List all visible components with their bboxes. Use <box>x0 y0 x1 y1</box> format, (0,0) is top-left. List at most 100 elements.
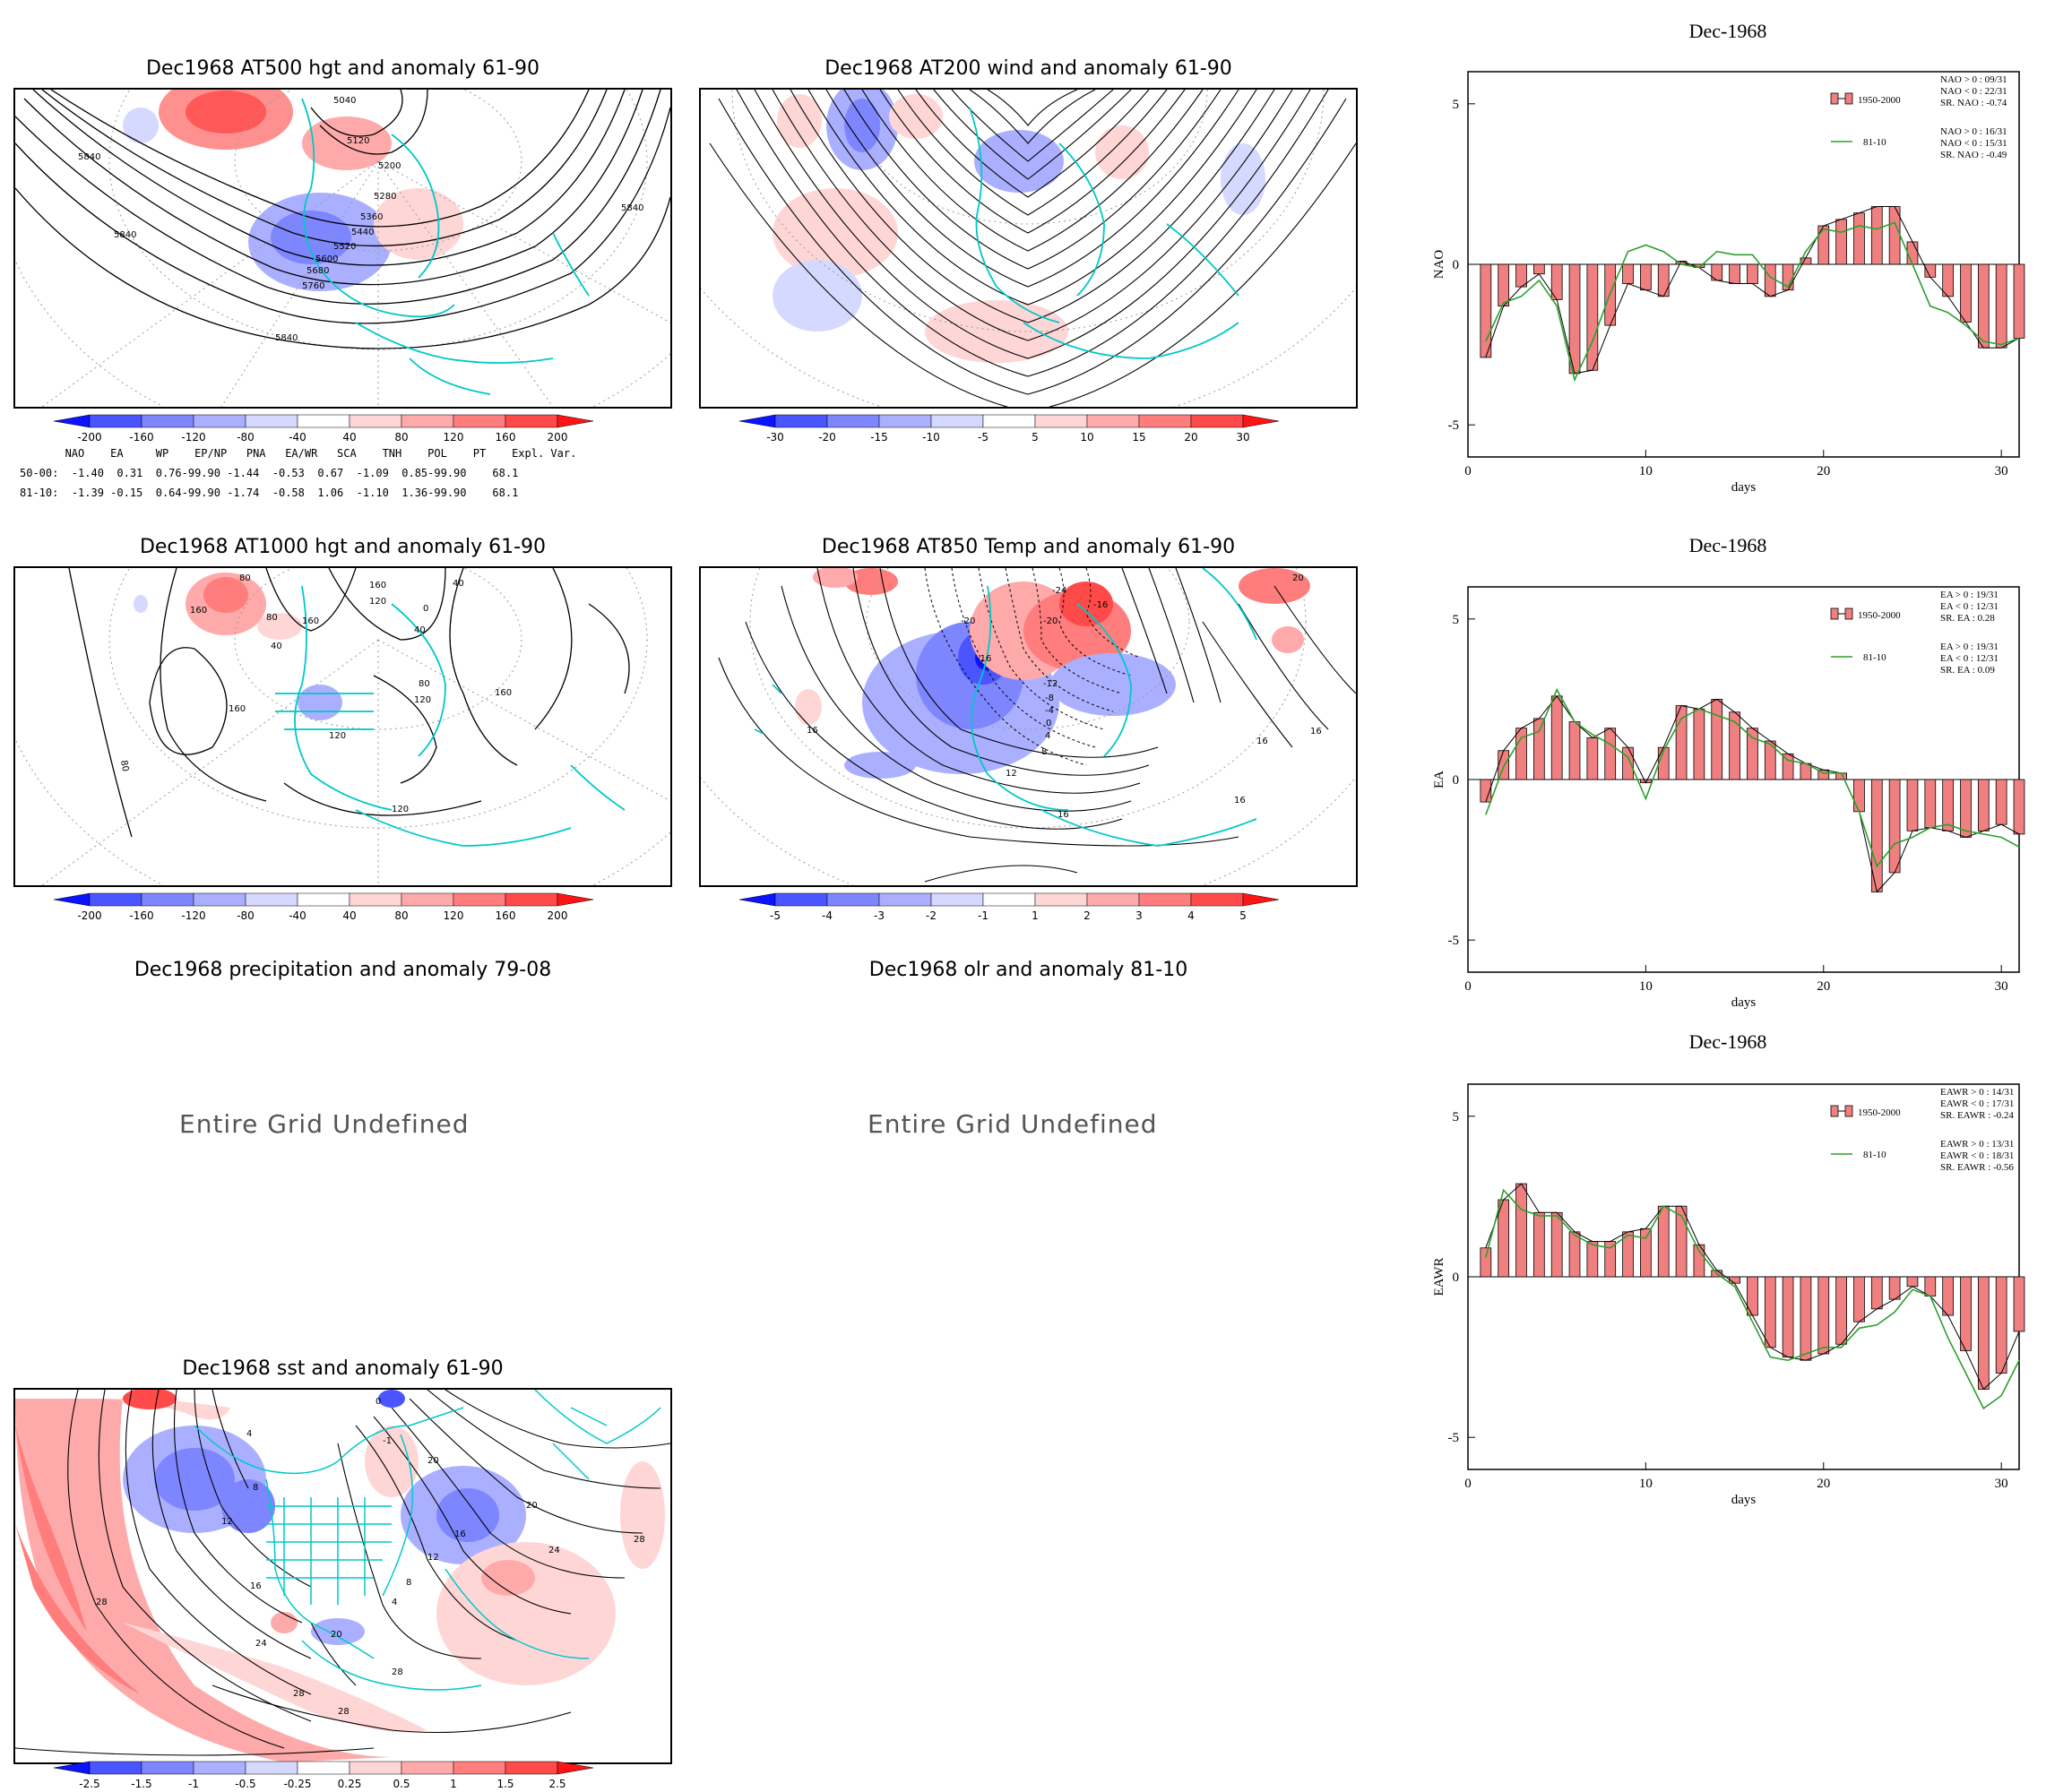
contour-label: -4 <box>1045 706 1054 716</box>
x-tick-label: 0 <box>1464 1477 1472 1491</box>
colorbar-tick-label: 80 <box>394 909 408 922</box>
contour-label: -8 <box>1045 694 1054 703</box>
colorbar-tick-label: -120 <box>181 909 205 922</box>
colorbar-tick-label: -0.25 <box>283 1778 311 1790</box>
colorbar-segment <box>505 1761 558 1775</box>
bar-1950-2000 <box>1533 1211 1545 1278</box>
legend-stat-1950-2000: NAO > 0 : 09/31 <box>1940 74 2007 85</box>
colorbar-segment <box>245 892 298 907</box>
legend-stat-81-10: SR. NAO : -0.49 <box>1940 150 2007 160</box>
chart-nao: 5 0 -5 0 10 20 30 days NAO 1950-2000 81-10 NAO > 0 … <box>1425 71 2052 495</box>
bar-1950-2000 <box>1906 779 1919 831</box>
colorbar-tick-label: -80 <box>237 909 255 922</box>
colorbar-tick-label: -40 <box>289 431 306 444</box>
panel-title-sst: Dec1968 sst and anomaly 61-90 <box>182 1357 504 1380</box>
contour-label: 40 <box>271 642 282 651</box>
bar-1950-2000 <box>1498 263 1510 306</box>
colorbar-tick-label: 0.25 <box>338 1778 362 1790</box>
contour-label: 160 <box>369 581 386 590</box>
colorbar-segment <box>245 414 298 428</box>
bar-1950-2000 <box>1960 263 1972 323</box>
colorbar-segment <box>826 414 880 428</box>
bar-1950-2000 <box>1586 1241 1599 1278</box>
contour-label: 5600 <box>315 254 338 264</box>
colorbar-tick-label: -5 <box>770 909 781 922</box>
legend-bar-swatch <box>1830 1105 1839 1117</box>
contour-label: 0 <box>423 604 428 614</box>
contour-label: -24 <box>1052 586 1066 596</box>
y-tick-label: 5 <box>1453 98 1460 112</box>
colorbar-tick-label: 120 <box>444 909 464 922</box>
colorbar-segment <box>141 1761 194 1775</box>
contour-label: 0 <box>376 1397 381 1407</box>
colorbar-tick-label: -160 <box>129 909 153 922</box>
legend-bar-swatch <box>1830 92 1839 105</box>
bar-1950-2000 <box>1995 1276 2007 1374</box>
colorbar-tick-label: -1.5 <box>131 1778 151 1790</box>
colorbar-segment <box>1190 892 1244 907</box>
colorbar-segment <box>89 892 142 907</box>
bar-1950-2000 <box>1657 1205 1670 1278</box>
contour-label: 4 <box>1045 731 1050 741</box>
bar-1950-2000 <box>1782 1276 1794 1357</box>
colorbar-arrow-low <box>53 892 91 907</box>
bar-1950-2000 <box>1800 1276 1812 1361</box>
colorbar-segment <box>878 892 932 907</box>
bar-1950-2000 <box>1960 779 1972 838</box>
colorbar-tick-label: 5 <box>1239 909 1247 922</box>
map-t850: -20 -16 -24 -20 -16 -12 -8 -4 0 4 8 12 1… <box>699 566 1358 887</box>
bar-1950-2000 <box>1711 699 1723 780</box>
bar-1950-2000 <box>2013 1276 2025 1332</box>
colorbar-segment <box>982 414 1036 428</box>
bar-1950-2000 <box>1835 1276 1847 1345</box>
panel-title-olr: Dec1968 olr and anomaly 81-10 <box>868 959 1188 981</box>
colorbar-tick-label: -1 <box>188 1778 199 1790</box>
bar-1950-2000 <box>1924 263 1937 278</box>
x-tick-label: 10 <box>1639 1477 1653 1491</box>
colorbar-tick-label: 20 <box>1184 431 1197 444</box>
bar-1950-2000 <box>1853 1276 1865 1322</box>
contour-label: 80 <box>239 573 251 583</box>
bar-1950-2000 <box>1924 1276 1937 1297</box>
colorbar-segment <box>297 892 350 907</box>
contour-label: 16 <box>1058 810 1069 820</box>
colorbar-tick-label: 0.5 <box>393 1778 410 1790</box>
colorbar-segment <box>193 414 246 428</box>
colorbar-tick-label: -40 <box>289 909 306 922</box>
colorbar-segment <box>1138 414 1192 428</box>
y-axis-label: EA <box>1432 771 1446 788</box>
colorbar-tick-label: -30 <box>766 431 784 444</box>
colorbar-tick-label: -0.5 <box>235 1778 255 1790</box>
colorbar-segment <box>930 414 984 428</box>
colorbar-segment <box>401 892 454 907</box>
bar-1950-2000 <box>1498 1199 1510 1278</box>
legend-bar-label: 1950-2000 <box>1858 1107 1901 1118</box>
colorbar-arrow-high <box>1242 414 1280 428</box>
bar-1950-2000 <box>1550 1211 1563 1278</box>
contour-label: 5760 <box>302 281 324 291</box>
x-axis-label: days <box>1731 1493 1757 1507</box>
colorbar-segment <box>349 414 402 428</box>
bar-1950-2000 <box>1747 1276 1758 1316</box>
teleconnection-index-table: NAO EA WP EP/NP PNA EA/WR SCA TNH POL PT… <box>20 444 576 503</box>
colorbar-arrow-high <box>557 892 594 907</box>
colorbar-segment <box>297 414 350 428</box>
bar-1950-2000 <box>1764 263 1776 297</box>
contour-label: 4 <box>246 1429 252 1439</box>
bar-1950-2000 <box>1747 728 1758 780</box>
contour-label: 5840 <box>621 203 643 213</box>
legend-stat-1950-2000: NAO < 0 : 22/31 <box>1940 86 2007 97</box>
bar-1950-2000 <box>1604 728 1617 780</box>
legend-bar-swatch <box>1844 607 1853 620</box>
colorbar-tick-label: 5 <box>1032 431 1039 444</box>
bar-1950-2000 <box>1942 1276 1954 1316</box>
colorbar-segment <box>453 414 506 428</box>
bar-1950-2000 <box>1480 1247 1492 1278</box>
x-tick-label: 0 <box>1464 464 1472 478</box>
x-tick-label: 20 <box>1817 1477 1830 1491</box>
legend-stat-1950-2000: SR. EA : 0.28 <box>1940 613 1995 624</box>
contour-label: 8 <box>1041 747 1047 757</box>
colorbar-arrow-high <box>557 414 594 428</box>
bar-1950-2000 <box>1924 779 1937 829</box>
bar-1950-2000 <box>1977 779 1990 831</box>
